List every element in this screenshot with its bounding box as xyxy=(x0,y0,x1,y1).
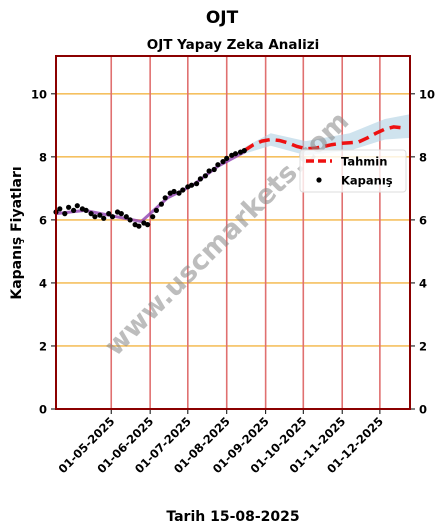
close-point xyxy=(176,190,182,196)
legend-forecast-label: Tahmin xyxy=(341,155,387,169)
y-tick-label: 10 xyxy=(31,87,47,101)
close-point xyxy=(109,214,116,220)
close-point xyxy=(127,217,133,223)
close-point xyxy=(220,159,226,165)
plot-frame xyxy=(55,55,411,410)
axes: 0 02 24 46 68 810 1001-05-202501-06-202501-07-… xyxy=(31,55,435,476)
confidence-band-layer xyxy=(244,114,410,156)
close-point xyxy=(123,214,129,220)
close-point xyxy=(171,188,177,195)
close-point xyxy=(88,211,94,217)
close-point xyxy=(206,168,212,174)
close-point xyxy=(197,176,203,182)
y-tick-label-right: 8 xyxy=(419,150,427,164)
close-point xyxy=(158,201,164,207)
close-point xyxy=(232,151,239,157)
close-point xyxy=(211,166,217,173)
close-point xyxy=(162,195,168,201)
chart-headings: OJT OJT Yapay Zeka Analizi Tarih 15-08-2… xyxy=(9,8,319,525)
y-tick-label-right: 10 xyxy=(419,87,435,101)
close-point xyxy=(74,203,80,209)
y-tick-label-right: 4 xyxy=(419,276,427,290)
forecast-line xyxy=(243,125,403,153)
y-tick-label: 8 xyxy=(39,150,47,164)
y-tick-label-right: 0 xyxy=(419,403,427,417)
legend-box xyxy=(299,149,407,193)
close-point xyxy=(180,187,186,193)
legend: Tahmin Kapanış xyxy=(299,149,407,193)
y-axis-label: Kapanış Fiyatları xyxy=(9,166,25,299)
close-point xyxy=(118,211,124,217)
close-point xyxy=(215,162,221,168)
close-point xyxy=(106,211,112,217)
close-point xyxy=(92,214,98,220)
close-point xyxy=(202,173,208,179)
close-point xyxy=(62,211,68,217)
legend-close-swatch xyxy=(316,177,322,183)
close-point xyxy=(150,214,156,220)
close-point xyxy=(153,207,159,213)
close-point xyxy=(71,207,77,213)
y-tick-label: 2 xyxy=(39,339,47,353)
close-point xyxy=(194,181,200,187)
y-tick-label-right: 6 xyxy=(419,213,427,227)
close-point xyxy=(224,155,230,161)
y-tick-label-right: 2 xyxy=(419,339,427,353)
close-point xyxy=(101,215,107,221)
close-point xyxy=(97,212,103,218)
chart-title: OJT Yapay Zeka Analizi xyxy=(147,37,320,53)
y-tick-label: 4 xyxy=(39,276,47,290)
close-point xyxy=(145,222,151,228)
close-point xyxy=(136,223,142,229)
close-point xyxy=(83,207,89,213)
chart-suptitle: OJT xyxy=(206,8,239,28)
y-tick-label: 0 xyxy=(39,403,47,417)
legend-close-label: Kapanış xyxy=(341,174,393,188)
close-point xyxy=(66,204,72,210)
series-layer xyxy=(53,125,403,229)
close-point xyxy=(57,206,63,212)
confidence-band xyxy=(244,114,410,156)
close-point xyxy=(241,148,247,154)
y-tick-label: 6 xyxy=(39,213,47,227)
x-axis-label: Tarih 15-08-2025 xyxy=(166,509,299,525)
close-point xyxy=(189,182,195,188)
